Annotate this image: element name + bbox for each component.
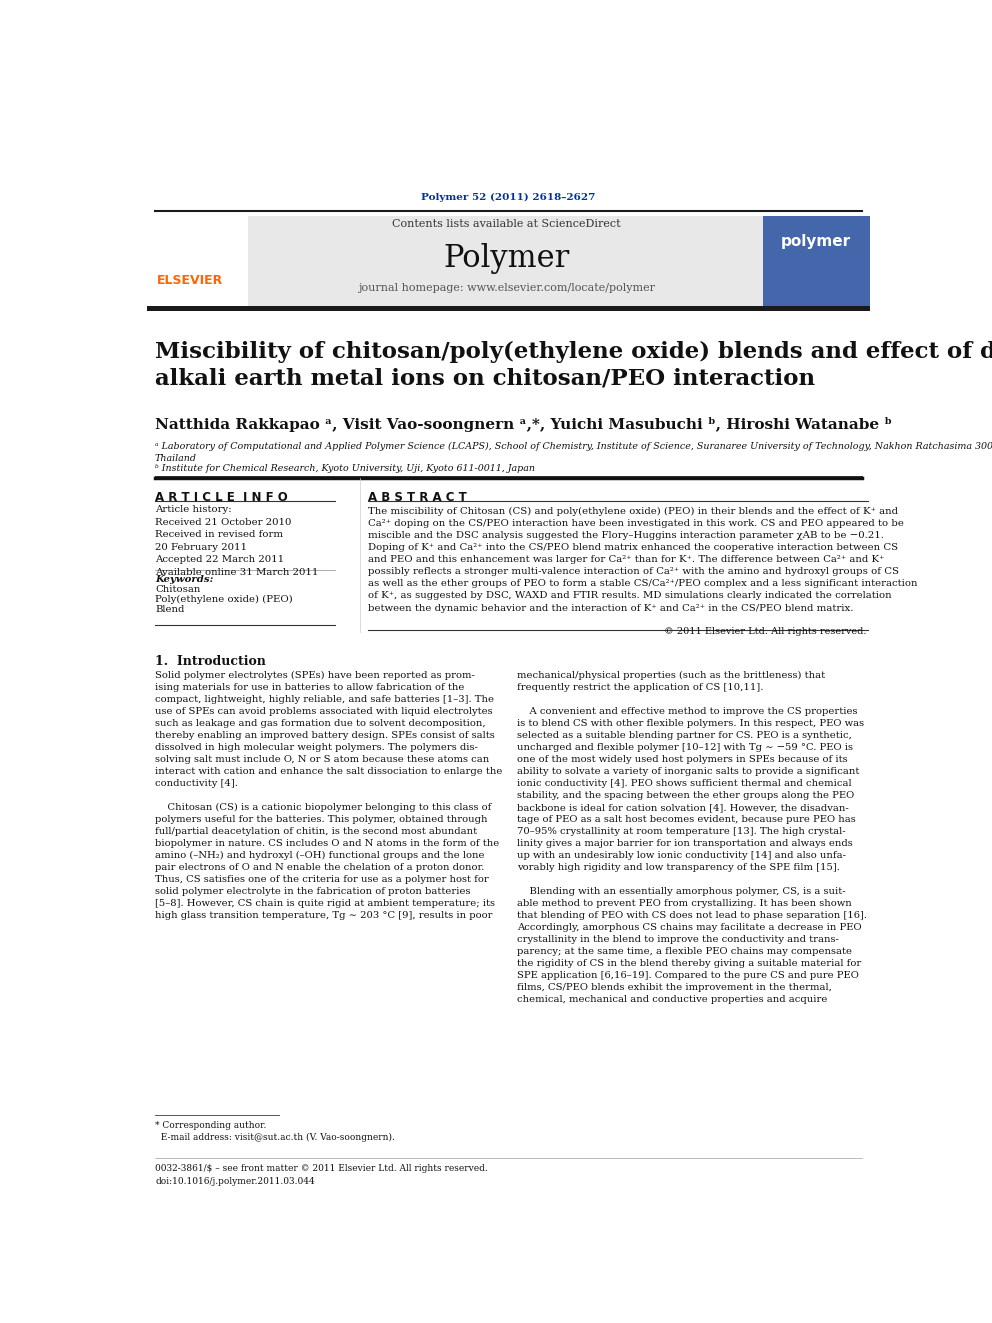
Text: ELSEVIER: ELSEVIER: [157, 274, 223, 287]
Text: polymer: polymer: [781, 234, 851, 250]
Text: 1.  Introduction: 1. Introduction: [155, 655, 266, 668]
Text: Contents lists available at ScienceDirect: Contents lists available at ScienceDirec…: [392, 220, 620, 229]
Text: Blend: Blend: [155, 606, 185, 614]
Text: Polymer: Polymer: [443, 243, 569, 274]
Text: Solid polymer electrolytes (SPEs) have been reported as prom-
ising materials fo: Solid polymer electrolytes (SPEs) have b…: [155, 671, 502, 921]
Text: ᵇ Institute for Chemical Research, Kyoto University, Uji, Kyoto 611-0011, Japan: ᵇ Institute for Chemical Research, Kyoto…: [155, 463, 535, 472]
Text: journal homepage: www.elsevier.com/locate/polymer: journal homepage: www.elsevier.com/locat…: [357, 283, 655, 294]
Text: Natthida Rakkapao ᵃ, Visit Vao-soongnern ᵃ,*, Yuichi Masubuchi ᵇ, Hiroshi Watana: Natthida Rakkapao ᵃ, Visit Vao-soongnern…: [155, 417, 892, 431]
FancyBboxPatch shape: [248, 216, 764, 307]
Text: ᵃ Laboratory of Computational and Applied Polymer Science (LCAPS), School of Che: ᵃ Laboratory of Computational and Applie…: [155, 442, 992, 463]
Text: Keywords:: Keywords:: [155, 574, 213, 583]
Text: Polymer 52 (2011) 2618–2627: Polymer 52 (2011) 2618–2627: [422, 193, 595, 202]
Text: Poly(ethylene oxide) (PEO): Poly(ethylene oxide) (PEO): [155, 595, 293, 605]
Text: mechanical/physical properties (such as the brittleness) that
frequently restric: mechanical/physical properties (such as …: [517, 671, 867, 1004]
FancyBboxPatch shape: [764, 216, 870, 307]
Text: 0032-3861/$ – see front matter © 2011 Elsevier Ltd. All rights reserved.
doi:10.: 0032-3861/$ – see front matter © 2011 El…: [155, 1164, 488, 1185]
Text: * Corresponding author.
  E-mail address: visit@sut.ac.th (V. Vao-soongnern).: * Corresponding author. E-mail address: …: [155, 1122, 395, 1142]
Text: Miscibility of chitosan/poly(ethylene oxide) blends and effect of doping alkali : Miscibility of chitosan/poly(ethylene ox…: [155, 340, 992, 390]
Text: The miscibility of Chitosan (CS) and poly(ethylene oxide) (PEO) in their blends : The miscibility of Chitosan (CS) and pol…: [368, 507, 918, 613]
Text: Article history:
Received 21 October 2010
Received in revised form
20 February 2: Article history: Received 21 October 201…: [155, 505, 318, 577]
FancyBboxPatch shape: [147, 306, 870, 311]
Text: A R T I C L E  I N F O: A R T I C L E I N F O: [155, 491, 288, 504]
FancyBboxPatch shape: [147, 216, 248, 307]
Text: A B S T R A C T: A B S T R A C T: [368, 491, 467, 504]
Text: © 2011 Elsevier Ltd. All rights reserved.: © 2011 Elsevier Ltd. All rights reserved…: [664, 627, 866, 636]
Text: Chitosan: Chitosan: [155, 585, 200, 594]
